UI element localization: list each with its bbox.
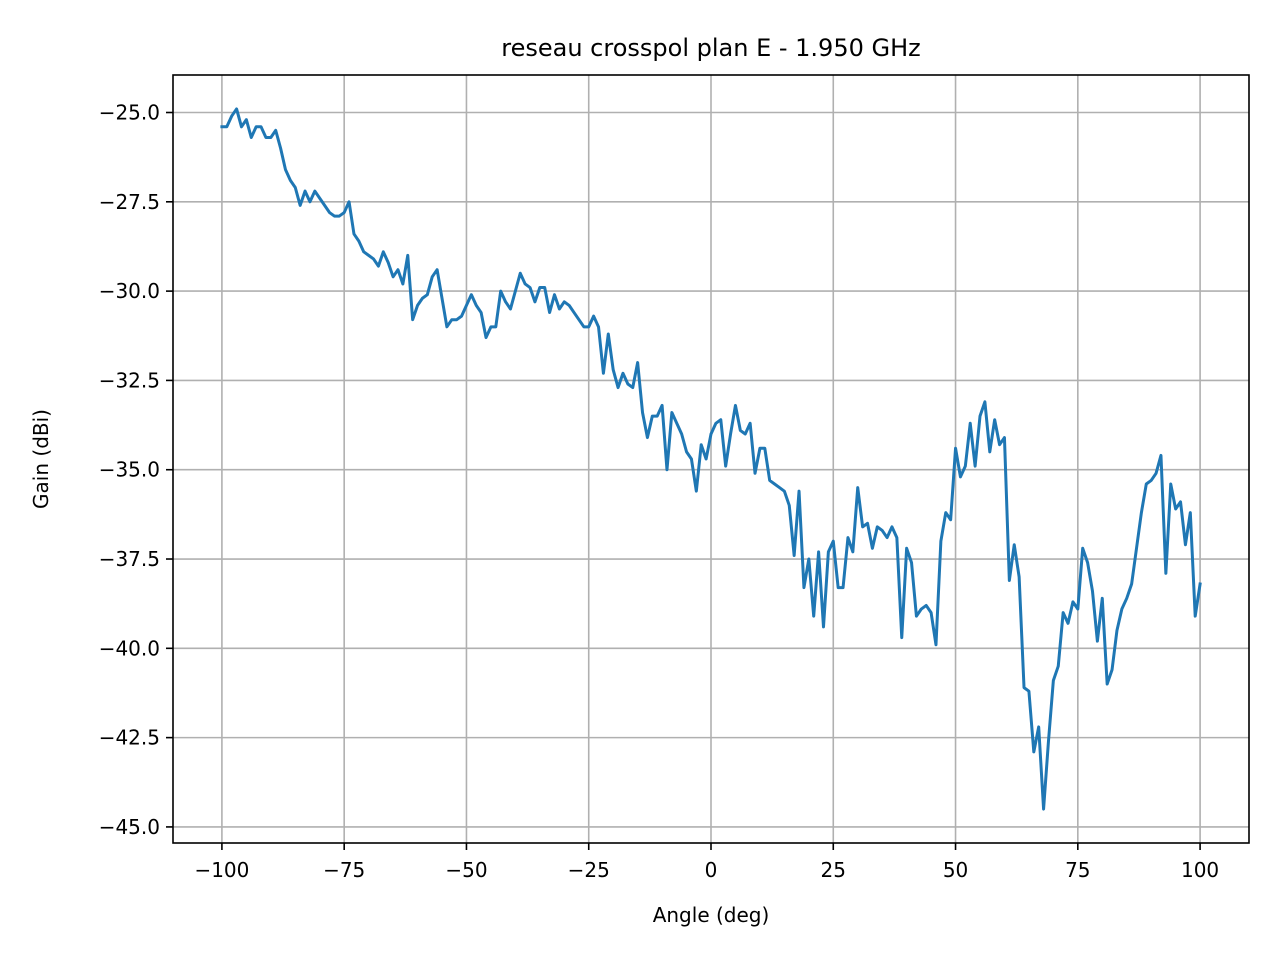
x-tick-label: 50 [943, 858, 968, 882]
y-tick-label: −27.5 [99, 190, 160, 214]
y-tick-label: −35.0 [99, 458, 160, 482]
x-axis-label: Angle (deg) [653, 903, 770, 927]
x-tick-label: −25 [568, 858, 610, 882]
x-tick-label: 75 [1065, 858, 1090, 882]
y-tick-label: −42.5 [99, 726, 160, 750]
x-tick-label: 100 [1181, 858, 1219, 882]
y-tick-label: −32.5 [99, 368, 160, 392]
x-tick-label: −50 [445, 858, 487, 882]
chart-title: reseau crosspol plan E - 1.950 GHz [501, 34, 920, 62]
x-tick-label: 0 [705, 858, 718, 882]
x-tick-label: −100 [194, 858, 249, 882]
y-axis-label: Gain (dBi) [29, 409, 53, 509]
y-tick-label: −45.0 [99, 815, 160, 839]
x-tick-label: −75 [323, 858, 365, 882]
series-layer [220, 107, 1202, 811]
ticks: −100 −75 −50 −25 0 25 50 75 100 −25.0 −27.5 −30.0 −3… [99, 101, 1219, 882]
y-tick-label: −30.0 [99, 279, 160, 303]
grid [173, 75, 1249, 843]
series-line [220, 107, 1202, 811]
x-tick-label: 25 [821, 858, 846, 882]
y-tick-label: −37.5 [99, 547, 160, 571]
y-tick-label: −40.0 [99, 636, 160, 660]
y-tick-label: −25.0 [99, 101, 160, 125]
